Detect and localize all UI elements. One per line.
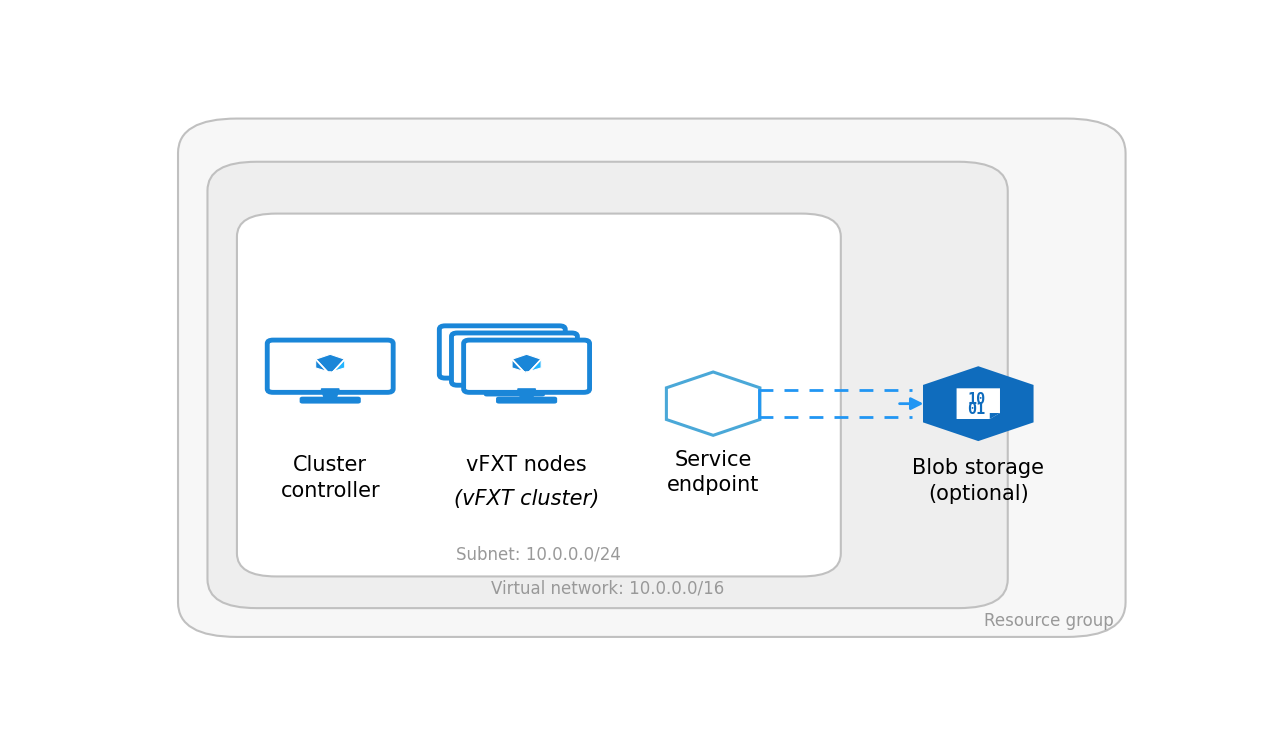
Polygon shape (488, 340, 517, 361)
Polygon shape (518, 389, 536, 399)
Text: Cluster
controller: Cluster controller (280, 456, 380, 501)
Polygon shape (502, 345, 517, 361)
Text: Resource group: Resource group (984, 612, 1114, 630)
FancyBboxPatch shape (497, 396, 557, 404)
Text: 01: 01 (968, 402, 986, 417)
Polygon shape (322, 389, 340, 399)
Text: Service
endpoint: Service endpoint (666, 450, 759, 495)
PathPatch shape (990, 413, 1000, 419)
FancyBboxPatch shape (469, 341, 560, 373)
FancyBboxPatch shape (300, 396, 361, 404)
FancyBboxPatch shape (208, 162, 1007, 608)
Polygon shape (514, 352, 530, 368)
Text: 10: 10 (968, 393, 986, 408)
Polygon shape (315, 355, 345, 375)
FancyBboxPatch shape (456, 334, 547, 366)
Text: Virtual network: 10.0.0.0/16: Virtual network: 10.0.0.0/16 (492, 580, 725, 598)
Polygon shape (666, 372, 760, 435)
Polygon shape (500, 347, 530, 368)
FancyBboxPatch shape (285, 348, 376, 380)
Polygon shape (527, 359, 541, 375)
Polygon shape (315, 359, 331, 375)
FancyBboxPatch shape (464, 340, 589, 393)
FancyBboxPatch shape (481, 348, 573, 380)
Text: Blob storage
(optional): Blob storage (optional) (912, 459, 1044, 504)
Polygon shape (488, 345, 502, 361)
Polygon shape (512, 355, 541, 375)
FancyBboxPatch shape (440, 326, 565, 378)
PathPatch shape (957, 388, 1000, 419)
Polygon shape (493, 375, 511, 384)
Text: (vFXT cluster): (vFXT cluster) (454, 489, 599, 509)
FancyBboxPatch shape (471, 382, 533, 389)
FancyBboxPatch shape (484, 390, 545, 396)
Text: vFXT nodes: vFXT nodes (466, 456, 587, 476)
FancyBboxPatch shape (237, 214, 841, 577)
Polygon shape (512, 359, 527, 375)
Polygon shape (922, 367, 1034, 441)
Polygon shape (500, 352, 514, 368)
Text: Subnet: 10.0.0.0/24: Subnet: 10.0.0.0/24 (456, 546, 621, 564)
Polygon shape (331, 359, 345, 375)
FancyBboxPatch shape (267, 340, 393, 393)
Polygon shape (506, 381, 523, 391)
FancyBboxPatch shape (177, 119, 1125, 637)
FancyBboxPatch shape (451, 333, 578, 385)
